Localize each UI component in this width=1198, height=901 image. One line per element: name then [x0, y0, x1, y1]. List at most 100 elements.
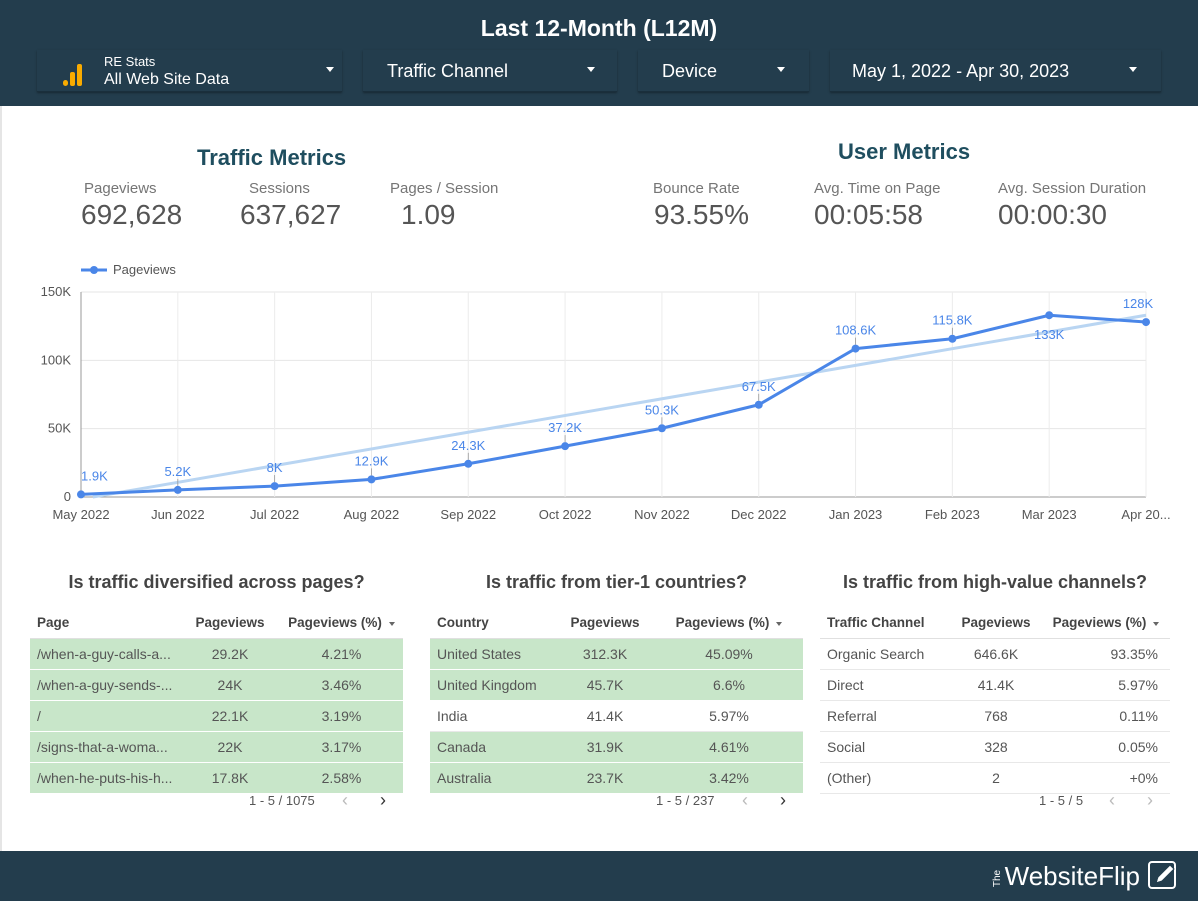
sort-desc-icon [1153, 621, 1160, 626]
countries-table-pager-text: 1 - 5 / 237 [656, 793, 715, 808]
y-tick-label: 150K [41, 284, 72, 299]
table-row[interactable]: /when-he-puts-his-h... 17.8K 2.58% [30, 762, 403, 794]
data-label: 128K [1123, 296, 1154, 311]
prev-page-button[interactable]: ‹ [742, 790, 748, 810]
sessions-label: Sessions [249, 180, 310, 197]
x-tick-label: May 2022 [52, 507, 109, 522]
data-point [1142, 318, 1150, 327]
x-tick-label: Oct 2022 [539, 507, 592, 522]
prev-page-button[interactable]: ‹ [342, 790, 348, 810]
next-page-button[interactable]: › [780, 790, 786, 810]
table-row[interactable]: /when-a-guy-calls-a... 29.2K 4.21% [30, 638, 403, 670]
prev-page-button[interactable]: ‹ [1109, 790, 1115, 810]
traffic-channel-filter[interactable]: Traffic Channel [363, 50, 617, 92]
device-filter[interactable]: Device [638, 50, 809, 92]
data-label: 8K [267, 460, 283, 475]
traffic-channel-filter-label: Traffic Channel [387, 61, 509, 81]
data-source-selector[interactable]: RE Stats All Web Site Data [37, 50, 342, 92]
pageviews-line-chart: 0 50K 100K 150K May 2022 Jun 2022 Jul 2022 Aug… [0, 250, 1198, 540]
page-border [0, 106, 2, 851]
column-header-pageviews[interactable]: Pageviews [555, 608, 655, 639]
table-row[interactable]: /signs-that-a-woma... 22K 3.17% [30, 731, 403, 763]
column-header-pageviews[interactable]: Pageviews [950, 608, 1042, 639]
pageviews-cell: 41.4K [950, 669, 1042, 701]
pages-per-session-label: Pages / Session [390, 180, 499, 197]
pageviews-cell: 2 [950, 762, 1042, 794]
table-row[interactable]: Canada 31.9K 4.61% [430, 731, 803, 763]
chevron-down-icon [326, 67, 334, 72]
table-row[interactable]: Organic Search 646.6K 93.35% [820, 638, 1170, 670]
pageviews-pct-cell: 0.11% [1042, 700, 1170, 732]
x-tick-label: Jun 2022 [151, 507, 205, 522]
analytics-icon [63, 64, 83, 86]
data-point [367, 475, 376, 484]
bounce-rate-label: Bounce Rate [653, 180, 740, 197]
page-cell: / [30, 700, 180, 732]
next-page-button[interactable]: › [380, 790, 386, 810]
table-row[interactable]: United Kingdom 45.7K 6.6% [430, 669, 803, 701]
pageviews-pct-cell: 5.97% [655, 700, 803, 732]
x-tick-label: Apr 20... [1121, 507, 1170, 522]
pageviews-cell: 29.2K [180, 638, 280, 670]
channels-table-pager-text: 1 - 5 / 5 [1039, 793, 1084, 808]
column-header-pageviews-pct[interactable]: Pageviews (%) [1042, 608, 1170, 639]
data-point [948, 334, 957, 343]
data-point [464, 459, 473, 468]
column-header-traffic-channel[interactable]: Traffic Channel [820, 608, 950, 639]
table-row[interactable]: Referral 768 0.11% [820, 700, 1170, 732]
x-tick-label: Jul 2022 [250, 507, 299, 522]
device-filter-label: Device [662, 61, 718, 81]
next-page-button[interactable]: › [1147, 790, 1153, 810]
channel-cell: Referral [820, 700, 950, 732]
x-tick-label: Feb 2023 [925, 507, 980, 522]
bounce-rate-value: 93.55% [654, 199, 749, 230]
page-cell: /when-a-guy-calls-a... [30, 638, 180, 670]
data-label: 108.6K [835, 323, 877, 338]
table-row[interactable]: India 41.4K 5.97% [430, 700, 803, 732]
column-header-pageviews-pct[interactable]: Pageviews (%) [280, 608, 403, 639]
y-tick-label: 50K [48, 421, 71, 436]
pageviews-pct-cell: 4.61% [655, 731, 803, 763]
channel-cell: (Other) [820, 762, 950, 794]
pageviews-pct-cell: 4.21% [280, 638, 403, 670]
data-point [270, 482, 279, 491]
sort-desc-icon [776, 621, 783, 626]
pageviews-pct-cell: 6.6% [655, 669, 803, 701]
pageviews-cell: 768 [950, 700, 1042, 732]
x-tick-label: Nov 2022 [634, 507, 690, 522]
pageviews-pct-cell: 3.19% [280, 700, 403, 732]
pageviews-pct-cell: 93.35% [1042, 638, 1170, 670]
pageviews-value: 692,628 [81, 199, 183, 230]
pageviews-cell: 646.6K [950, 638, 1042, 670]
pageviews-label: Pageviews [84, 180, 157, 197]
page-cell: /when-a-guy-sends-... [30, 669, 180, 701]
avg-time-on-page-label: Avg. Time on Page [814, 180, 941, 197]
chart-legend[interactable]: Pageviews [81, 262, 176, 277]
column-header-pageviews[interactable]: Pageviews [180, 608, 280, 639]
x-tick-label: Sep 2022 [440, 507, 496, 522]
table-row[interactable]: /when-a-guy-sends-... 24K 3.46% [30, 669, 403, 701]
brand-logo: TheWebsiteFlip [989, 861, 1140, 892]
table-row[interactable]: Australia 23.7K 3.42% [430, 762, 803, 794]
column-header-page[interactable]: Page [30, 608, 180, 639]
traffic-metrics-title: Traffic Metrics [197, 145, 347, 170]
column-header-country[interactable]: Country [430, 608, 555, 639]
table-row[interactable]: Direct 41.4K 5.97% [820, 669, 1170, 701]
data-label: 24.3K [451, 438, 485, 453]
data-point [1045, 311, 1054, 320]
data-source-view: All Web Site Data [104, 71, 230, 88]
pages-table-title: Is traffic diversified across pages? [68, 572, 365, 592]
report-title: Last 12-Month (L12M) [480, 15, 718, 41]
column-header-pageviews-pct[interactable]: Pageviews (%) [655, 608, 803, 639]
channel-cell: Social [820, 731, 950, 763]
x-tick-label: Mar 2023 [1022, 507, 1077, 522]
table-row[interactable]: United States 312.3K 45.09% [430, 638, 803, 670]
table-row[interactable]: Social 328 0.05% [820, 731, 1170, 763]
table-header-row: Country Pageviews Pageviews (%) [430, 608, 803, 639]
pageviews-cell: 45.7K [555, 669, 655, 701]
table-row[interactable]: (Other) 2 +0% [820, 762, 1170, 794]
date-range-picker[interactable]: May 1, 2022 - Apr 30, 2023 [830, 50, 1161, 92]
pages-per-session-value: 1.09 [401, 199, 456, 230]
table-row[interactable]: /22.1K 3.19% [30, 700, 403, 732]
data-label: 37.2K [548, 420, 582, 435]
